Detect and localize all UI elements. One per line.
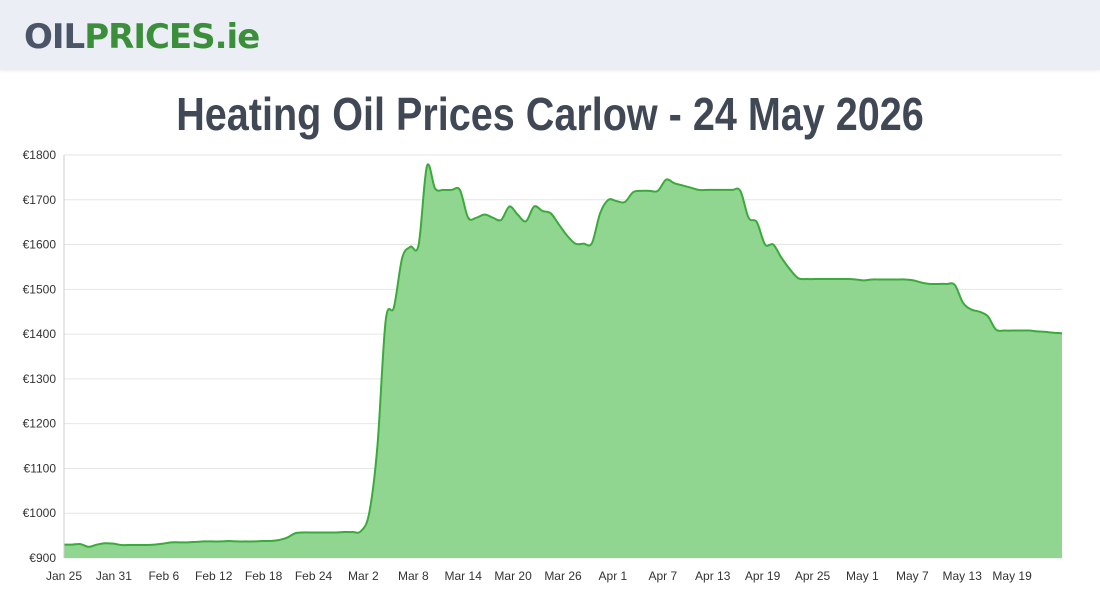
- y-tick-label: €1200: [23, 417, 57, 431]
- x-tick-label: Feb 6: [148, 569, 179, 583]
- y-tick-label: €1000: [23, 506, 57, 520]
- header-bar: OILPRICES.ie: [0, 0, 1100, 70]
- x-tick-label: Mar 2: [348, 569, 379, 583]
- x-tick-label: Mar 8: [398, 569, 429, 583]
- x-tick-label: Apr 1: [599, 569, 628, 583]
- x-tick-label: Apr 25: [795, 569, 831, 583]
- y-tick-label: €900: [29, 551, 56, 565]
- x-tick-label: Feb 24: [295, 569, 333, 583]
- x-tick-label: Mar 26: [544, 569, 582, 583]
- y-tick-label: €1300: [23, 372, 57, 386]
- x-tick-label: Feb 12: [195, 569, 233, 583]
- x-tick-label: Jan 31: [96, 569, 132, 583]
- x-tick-label: May 7: [896, 569, 929, 583]
- x-tick-label: Feb 18: [245, 569, 283, 583]
- x-tick-label: Apr 13: [695, 569, 731, 583]
- x-tick-label: Apr 19: [745, 569, 781, 583]
- y-tick-label: €1400: [23, 327, 57, 341]
- y-tick-label: €1500: [23, 282, 57, 296]
- x-tick-label: Apr 7: [648, 569, 677, 583]
- y-tick-label: €1600: [23, 238, 57, 252]
- y-tick-label: €1100: [24, 461, 57, 475]
- x-axis-labels: Jan 25 Jan 31 Feb 6 Feb 12 Feb 18 Feb 24 Mar 2…: [46, 569, 1032, 583]
- site-logo[interactable]: OILPRICES.ie: [24, 15, 260, 59]
- x-tick-label: Mar 14: [445, 569, 483, 583]
- x-tick-label: May 19: [992, 569, 1032, 583]
- price-area: [64, 164, 1062, 558]
- y-axis-labels: €900 €1000 €1100 €1200 €1300 €1400 €1500 €1600 €…: [23, 148, 57, 565]
- x-tick-label: Mar 20: [494, 569, 532, 583]
- y-tick-label: €1700: [23, 193, 57, 207]
- price-line: [63, 163, 1063, 548]
- y-tick-label: €1800: [23, 148, 57, 162]
- x-tick-label: Jan 25: [46, 569, 82, 583]
- page-title: Heating Oil Prices Carlow - 24 May 2026: [176, 88, 924, 140]
- x-tick-label: May 13: [943, 569, 983, 583]
- logo-oil-text: OIL: [24, 17, 85, 57]
- x-tick-label: May 1: [846, 569, 879, 583]
- logo-prices-text: PRICES.ie: [84, 17, 260, 57]
